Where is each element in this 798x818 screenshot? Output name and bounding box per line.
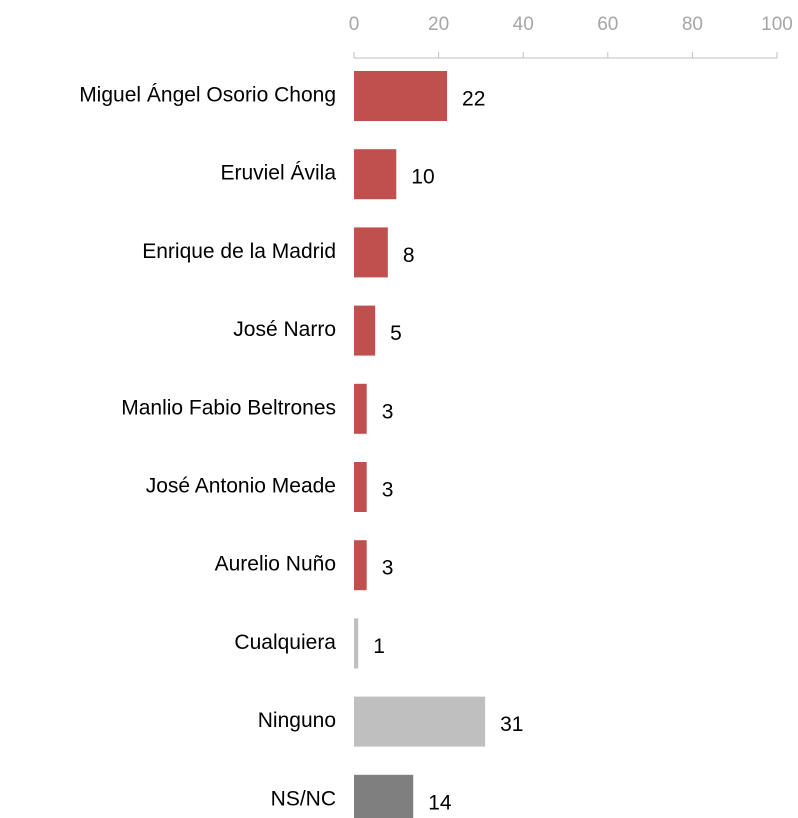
bar xyxy=(354,462,367,512)
bar xyxy=(354,227,388,278)
bar xyxy=(354,774,414,818)
category-label: Enrique de la Madrid xyxy=(142,240,336,263)
x-tick-label: 40 xyxy=(513,14,534,35)
bar xyxy=(354,696,486,747)
x-tick-label: 20 xyxy=(428,14,449,35)
category-label: Ninguno xyxy=(258,709,336,732)
data-label: 31 xyxy=(500,713,523,736)
data-label: 10 xyxy=(411,166,434,189)
category-label: Cualquiera xyxy=(234,631,336,654)
category-label: Manlio Fabio Beltrones xyxy=(121,396,336,419)
category-label: Miguel Ángel Osorio Chong xyxy=(79,84,336,107)
x-tick-label: 100 xyxy=(761,14,793,35)
data-label: 3 xyxy=(382,400,394,423)
bar xyxy=(354,540,367,591)
category-label: NS/NC xyxy=(271,787,336,810)
bar xyxy=(354,383,367,434)
bar xyxy=(354,149,397,200)
data-label: 3 xyxy=(382,479,394,502)
data-label: 14 xyxy=(428,791,452,814)
data-label: 22 xyxy=(462,88,485,111)
data-label: 1 xyxy=(373,635,385,658)
data-label: 3 xyxy=(382,557,394,580)
bar xyxy=(354,618,359,669)
x-tick-label: 60 xyxy=(597,14,618,35)
category-label: José Antonio Meade xyxy=(146,475,336,498)
x-tick-label: 80 xyxy=(682,14,703,35)
bar xyxy=(354,305,376,356)
category-label: Aurelio Nuño xyxy=(215,553,336,576)
x-tick-label: 0 xyxy=(349,14,360,35)
category-label: Eruviel Ávila xyxy=(220,162,336,185)
data-label: 5 xyxy=(390,322,402,345)
bar xyxy=(354,71,448,121)
data-label: 8 xyxy=(403,244,415,267)
category-label: José Narro xyxy=(233,318,336,341)
